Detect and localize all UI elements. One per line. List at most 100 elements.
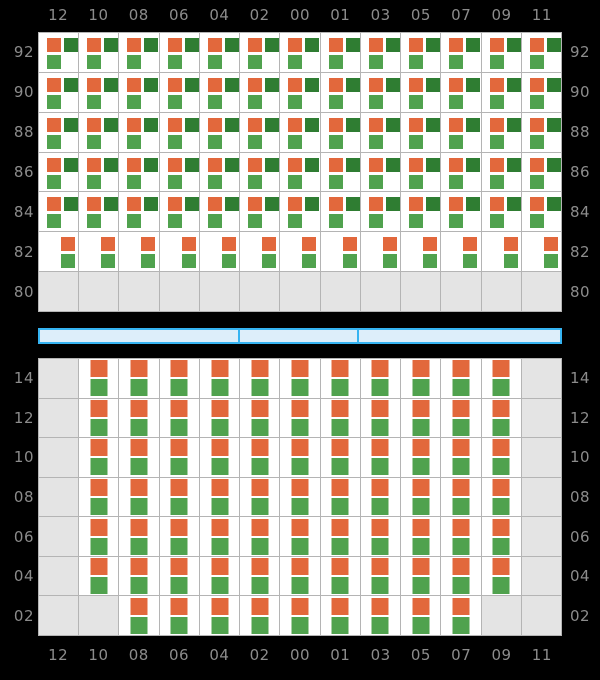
grid-cell[interactable] — [360, 517, 401, 556]
grid-cell[interactable] — [39, 192, 79, 232]
grid-cell[interactable] — [79, 398, 119, 438]
grid-cell[interactable] — [119, 438, 159, 477]
grid-cell[interactable] — [441, 477, 481, 517]
grid-cell[interactable] — [360, 272, 401, 311]
grid-cell[interactable] — [401, 398, 441, 438]
bottom-grid-panel[interactable] — [38, 358, 562, 636]
grid-cell[interactable] — [320, 272, 360, 311]
grid-cell[interactable] — [39, 438, 79, 477]
grid-cell[interactable] — [39, 152, 79, 192]
grid-cell[interactable] — [360, 72, 401, 112]
grid-cell[interactable] — [401, 152, 441, 192]
grid-cell[interactable] — [159, 272, 199, 311]
grid-cell[interactable] — [521, 272, 561, 311]
grid-cell[interactable] — [79, 152, 119, 192]
grid-cell[interactable] — [360, 152, 401, 192]
grid-cell[interactable] — [79, 33, 119, 72]
grid-cell[interactable] — [441, 596, 481, 635]
grid-cell[interactable] — [240, 398, 280, 438]
grid-cell[interactable] — [199, 272, 240, 311]
grid-cell[interactable] — [481, 192, 521, 232]
grid-cell[interactable] — [119, 72, 159, 112]
grid-cell[interactable] — [441, 112, 481, 152]
grid-cell[interactable] — [159, 232, 199, 272]
grid-cell[interactable] — [441, 517, 481, 556]
grid-cell[interactable] — [481, 33, 521, 72]
grid-cell[interactable] — [360, 232, 401, 272]
grid-cell[interactable] — [199, 232, 240, 272]
grid-cell[interactable] — [199, 398, 240, 438]
grid-cell[interactable] — [320, 596, 360, 635]
grid-cell[interactable] — [441, 152, 481, 192]
grid-cell[interactable] — [39, 596, 79, 635]
grid-cell[interactable] — [521, 359, 561, 398]
grid-cell[interactable] — [360, 112, 401, 152]
grid-cell[interactable] — [199, 517, 240, 556]
grid-cell[interactable] — [441, 359, 481, 398]
grid-cell[interactable] — [441, 556, 481, 596]
grid-cell[interactable] — [320, 438, 360, 477]
grid-cell[interactable] — [159, 517, 199, 556]
grid-cell[interactable] — [521, 556, 561, 596]
grid-cell[interactable] — [360, 359, 401, 398]
grid-cell[interactable] — [240, 596, 280, 635]
grid-cell[interactable] — [240, 359, 280, 398]
grid-cell[interactable] — [280, 517, 320, 556]
grid-cell[interactable] — [441, 33, 481, 72]
grid-cell[interactable] — [39, 72, 79, 112]
grid-cell[interactable] — [159, 359, 199, 398]
grid-cell[interactable] — [360, 192, 401, 232]
grid-cell[interactable] — [521, 596, 561, 635]
grid-cell[interactable] — [360, 398, 401, 438]
grid-cell[interactable] — [280, 232, 320, 272]
grid-cell[interactable] — [159, 192, 199, 232]
grid-cell[interactable] — [79, 272, 119, 311]
grid-cell[interactable] — [481, 556, 521, 596]
grid-cell[interactable] — [360, 33, 401, 72]
range-segment-2[interactable] — [237, 330, 358, 342]
grid-cell[interactable] — [401, 596, 441, 635]
grid-cell[interactable] — [521, 438, 561, 477]
grid-cell[interactable] — [280, 438, 320, 477]
grid-cell[interactable] — [280, 112, 320, 152]
grid-cell[interactable] — [481, 477, 521, 517]
grid-cell[interactable] — [521, 192, 561, 232]
grid-cell[interactable] — [159, 556, 199, 596]
grid-cell[interactable] — [280, 596, 320, 635]
grid-cell[interactable] — [159, 152, 199, 192]
grid-cell[interactable] — [39, 359, 79, 398]
grid-cell[interactable] — [119, 112, 159, 152]
grid-cell[interactable] — [199, 477, 240, 517]
grid-cell[interactable] — [521, 152, 561, 192]
grid-cell[interactable] — [79, 112, 119, 152]
grid-cell[interactable] — [79, 232, 119, 272]
grid-cell[interactable] — [240, 272, 280, 311]
grid-cell[interactable] — [240, 192, 280, 232]
grid-cell[interactable] — [481, 232, 521, 272]
grid-cell[interactable] — [199, 359, 240, 398]
grid-cell[interactable] — [159, 596, 199, 635]
grid-cell[interactable] — [521, 398, 561, 438]
grid-cell[interactable] — [119, 152, 159, 192]
grid-cell[interactable] — [360, 596, 401, 635]
grid-cell[interactable] — [320, 33, 360, 72]
grid-cell[interactable] — [521, 517, 561, 556]
grid-cell[interactable] — [39, 517, 79, 556]
grid-cell[interactable] — [481, 272, 521, 311]
grid-cell[interactable] — [320, 152, 360, 192]
grid-cell[interactable] — [119, 477, 159, 517]
grid-cell[interactable] — [199, 556, 240, 596]
grid-cell[interactable] — [320, 398, 360, 438]
grid-cell[interactable] — [39, 477, 79, 517]
grid-cell[interactable] — [159, 33, 199, 72]
grid-cell[interactable] — [320, 359, 360, 398]
grid-cell[interactable] — [199, 152, 240, 192]
grid-cell[interactable] — [360, 438, 401, 477]
grid-cell[interactable] — [79, 359, 119, 398]
range-segment-3[interactable] — [357, 330, 560, 342]
grid-cell[interactable] — [240, 232, 280, 272]
grid-cell[interactable] — [481, 359, 521, 398]
grid-cell[interactable] — [199, 112, 240, 152]
grid-cell[interactable] — [119, 192, 159, 232]
grid-cell[interactable] — [280, 272, 320, 311]
